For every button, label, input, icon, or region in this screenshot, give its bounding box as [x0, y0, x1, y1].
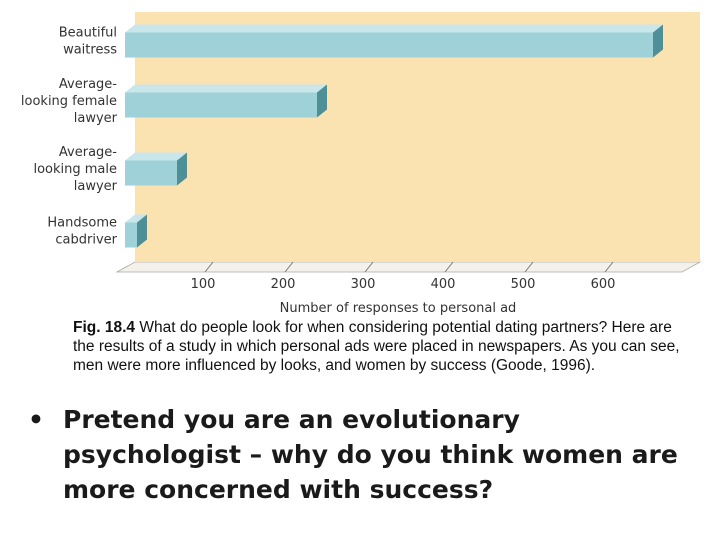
- category-label-0: Beautiful waitress: [59, 26, 117, 58]
- x-tick-mark-4: [524, 261, 534, 273]
- x-axis-ticks: 100 200 300 400 500 600: [191, 261, 616, 292]
- x-axis-title: Number of responses to personal ad: [280, 301, 517, 316]
- bar-side-face: [177, 152, 187, 186]
- x-tick-mark-5: [604, 261, 614, 273]
- bar-top-face: [125, 24, 663, 33]
- bar-front-face: [125, 92, 317, 118]
- x-tick-mark-1: [284, 261, 294, 273]
- bar-2: [125, 152, 187, 186]
- bar-1: [125, 84, 327, 118]
- bar-side-face: [653, 24, 663, 58]
- bar-side-face: [317, 84, 327, 118]
- bar-front-face: [125, 222, 137, 248]
- x-tick-mark-0: [204, 261, 214, 273]
- category-label-2: Average-looking male lawyer: [33, 145, 117, 194]
- chart-background: [135, 12, 700, 262]
- caption-text: What do people look for when considering…: [73, 319, 680, 374]
- bar-3: [125, 214, 147, 248]
- bullet-symbol: •: [28, 405, 44, 434]
- bullet-text: Pretend you are an evolutionary psycholo…: [63, 405, 678, 504]
- bars-group: [125, 24, 663, 248]
- bar-side-face: [137, 214, 147, 248]
- bar-top-face: [125, 152, 187, 161]
- x-tick-label-4: 500: [511, 277, 536, 292]
- bar-top-face: [125, 214, 147, 223]
- bar-top-face: [125, 84, 327, 93]
- x-tick-mark-3: [444, 261, 454, 273]
- x-tick-label-1: 200: [271, 277, 296, 292]
- x-tick-mark-2: [364, 261, 374, 273]
- chart-floor: [115, 261, 702, 273]
- x-tick-label-3: 400: [431, 277, 456, 292]
- bar-0: [125, 24, 663, 58]
- x-tick-label-2: 300: [351, 277, 376, 292]
- figure-label: Fig. 18.4: [73, 319, 136, 336]
- bar-front-face: [125, 160, 177, 186]
- bar-front-face: [125, 32, 653, 58]
- category-label-1: Average-looking female lawyer: [21, 77, 118, 126]
- figure-caption: Fig. 18.4 What do people look for when c…: [73, 318, 693, 375]
- category-labels: Beautiful waitress Average-looking female l…: [21, 26, 118, 248]
- bar-chart: Beautiful waitress Average-looking female l…: [21, 12, 702, 316]
- x-tick-label-5: 600: [591, 277, 616, 292]
- x-tick-label-0: 100: [191, 277, 216, 292]
- category-label-3: Handsome cabdriver: [47, 216, 117, 248]
